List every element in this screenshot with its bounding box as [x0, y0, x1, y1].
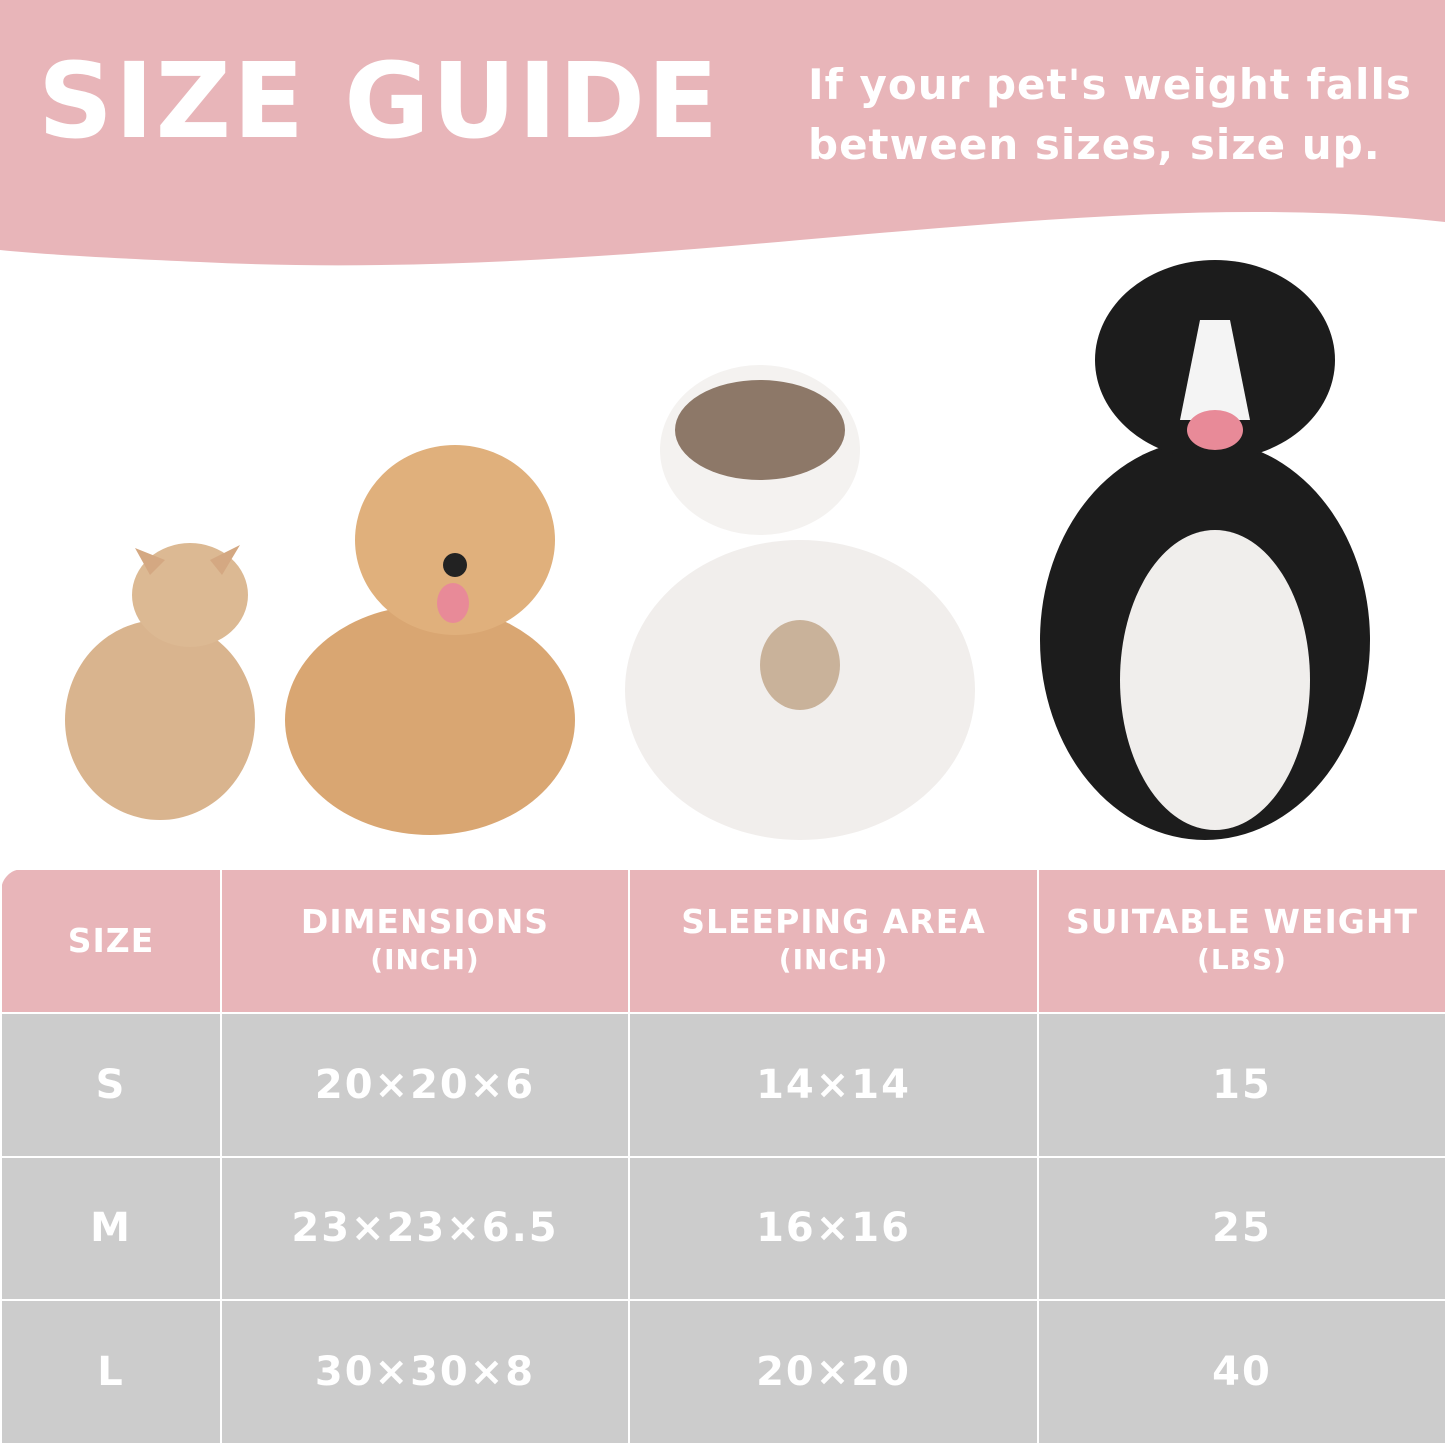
sleeping-area-cell: 14×14	[628, 1012, 1039, 1158]
size-tip-line1: If your pet's weight falls	[808, 60, 1412, 109]
large-cat-image	[625, 365, 975, 840]
header-suitable-weight: SUITABLE WEIGHT (LBS)	[1037, 868, 1445, 1014]
small-dog-image	[285, 445, 575, 835]
size-cell: M	[0, 1155, 222, 1302]
table-row: M 23×23×6.5 16×16 25	[0, 1155, 1445, 1302]
large-dog-image	[1040, 260, 1370, 840]
size-cell: S	[0, 1012, 222, 1158]
weight-cell: 25	[1037, 1155, 1445, 1302]
size-tip: If your pet's weight falls between sizes…	[808, 55, 1412, 175]
weight-cell: 15	[1037, 1012, 1445, 1158]
header-size: SIZE	[0, 868, 222, 1014]
weight-cell: 40	[1037, 1299, 1445, 1445]
table-row: S 20×20×6 14×14 15	[0, 1012, 1445, 1158]
sleeping-area-cell: 20×20	[628, 1299, 1039, 1445]
size-cell: L	[0, 1299, 222, 1445]
header-banner	[0, 0, 1445, 266]
dimensions-cell: 20×20×6	[220, 1012, 630, 1158]
size-table: SIZE DIMENSIONS (INCH) SLEEPING AREA (INCH…	[0, 868, 1445, 1445]
table-header-row: SIZE DIMENSIONS (INCH) SLEEPING AREA (INCH…	[0, 868, 1445, 1014]
table-row: L 30×30×8 20×20 40	[0, 1299, 1445, 1445]
size-tip-line2: between sizes, size up.	[808, 120, 1381, 169]
header-sleeping-area: SLEEPING AREA (INCH)	[628, 868, 1039, 1014]
dimensions-cell: 30×30×8	[220, 1299, 630, 1445]
page-title: SIZE GUIDE	[38, 40, 721, 162]
small-cat-image	[65, 543, 255, 820]
header-dimensions: DIMENSIONS (INCH)	[220, 868, 630, 1014]
sleeping-area-cell: 16×16	[628, 1155, 1039, 1302]
dimensions-cell: 23×23×6.5	[220, 1155, 630, 1302]
pets-illustration	[65, 260, 1370, 840]
